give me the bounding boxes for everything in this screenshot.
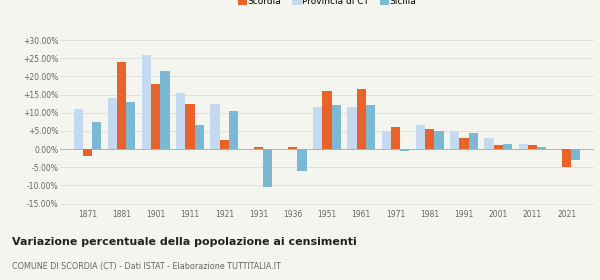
Bar xyxy=(469,133,478,149)
Bar xyxy=(185,104,194,149)
Bar xyxy=(571,149,580,160)
Bar xyxy=(450,131,460,149)
Bar xyxy=(74,109,83,149)
Bar xyxy=(254,147,263,149)
Bar xyxy=(518,144,528,149)
Bar xyxy=(220,140,229,149)
Bar xyxy=(151,84,160,149)
Bar xyxy=(366,106,375,149)
Bar xyxy=(229,111,238,149)
Bar xyxy=(484,138,494,149)
Bar xyxy=(425,129,434,149)
Bar xyxy=(400,149,409,151)
Bar xyxy=(434,131,443,149)
Bar xyxy=(194,125,204,149)
Bar xyxy=(503,144,512,149)
Bar xyxy=(211,104,220,149)
Bar xyxy=(382,131,391,149)
Bar xyxy=(83,149,92,156)
Bar xyxy=(562,149,571,167)
Bar xyxy=(347,107,356,149)
Bar xyxy=(142,55,151,149)
Bar xyxy=(263,149,272,187)
Bar xyxy=(108,98,117,149)
Bar xyxy=(494,145,503,149)
Bar xyxy=(528,145,537,149)
Bar xyxy=(313,107,322,149)
Bar xyxy=(391,127,400,149)
Text: Variazione percentuale della popolazione ai censimenti: Variazione percentuale della popolazione… xyxy=(12,237,357,247)
Bar xyxy=(322,91,332,149)
Text: COMUNE DI SCORDIA (CT) - Dati ISTAT - Elaborazione TUTTITALIA.IT: COMUNE DI SCORDIA (CT) - Dati ISTAT - El… xyxy=(12,262,281,271)
Bar xyxy=(160,71,170,149)
Bar xyxy=(332,106,341,149)
Bar xyxy=(537,147,546,149)
Bar xyxy=(288,147,298,149)
Bar xyxy=(416,125,425,149)
Bar xyxy=(298,149,307,171)
Bar xyxy=(117,62,126,149)
Bar xyxy=(126,102,136,149)
Bar xyxy=(460,138,469,149)
Bar xyxy=(356,89,366,149)
Bar xyxy=(176,93,185,149)
Bar xyxy=(92,122,101,149)
Legend: Scordia, Provincia di CT, Sicilia: Scordia, Provincia di CT, Sicilia xyxy=(234,0,420,9)
